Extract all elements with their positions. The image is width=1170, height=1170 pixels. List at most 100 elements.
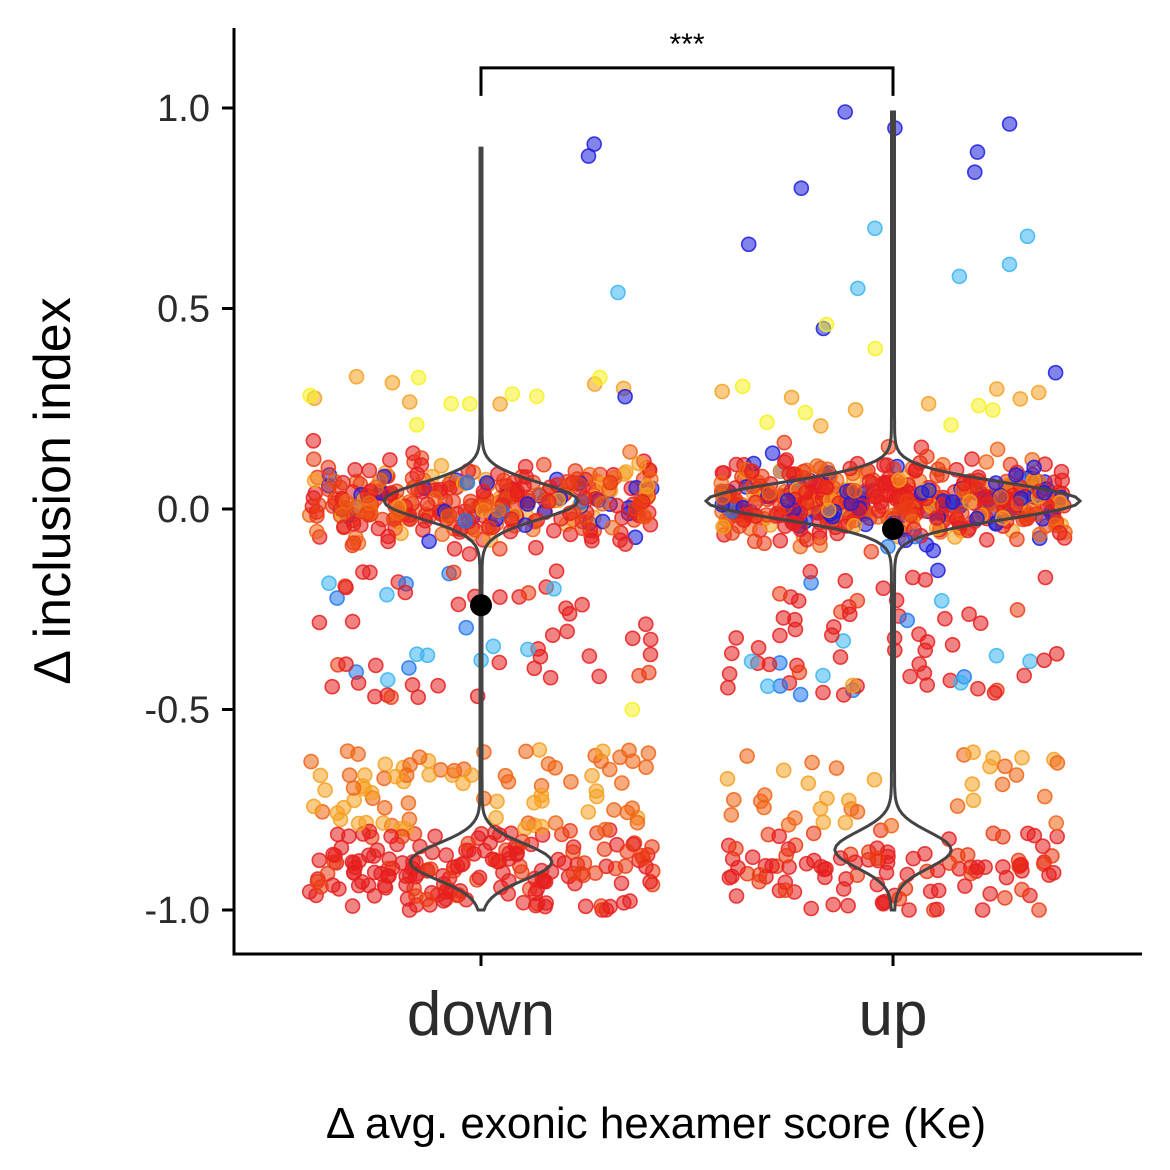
scatter-point-down [430,677,446,694]
scatter-point-down [604,519,620,536]
scatter-point-up [832,649,849,665]
scatter-point-down [306,472,323,489]
scatter-point-up [730,859,746,876]
scatter-point-down [471,869,488,886]
scatter-point-down [303,753,319,770]
scatter-point-up [1016,667,1032,684]
scatter-point-down [380,533,396,550]
scatter-point-down [473,825,490,842]
scatter-point-down [584,767,600,784]
scatter-point-down [375,815,392,831]
scatter-point-up [964,451,980,467]
scatter-point-down [519,496,536,512]
scatter-point-up [764,858,780,874]
scatter-point-up [1037,569,1054,586]
scatter-point-up [846,482,863,499]
scatter-point-up [792,686,809,703]
scatter-point-down [377,756,394,773]
scatter-point-down [637,616,654,633]
scatter-point-up [951,268,968,285]
scatter-point-down [545,522,562,539]
scatter-point-down [567,463,584,479]
scatter-point-down [348,368,365,385]
scatter-point-down [518,743,534,760]
scatter-point-up [731,518,748,534]
scatter-point-down [401,394,418,410]
scatter-point-down [588,788,605,805]
scatter-point-down [418,891,435,908]
scatter-point-up [1041,867,1057,883]
scatter-point-up [978,531,995,548]
scatter-point-down [462,493,479,510]
scatter-point-up [957,878,973,894]
scatter-point-down [617,858,634,874]
scatter-point-down [542,669,559,686]
scatter-point-down [350,675,367,691]
scatter-point-down [305,798,322,815]
scatter-point-down [445,564,462,581]
scatter-point-up [902,507,919,523]
scatter-point-down [413,457,430,473]
scatter-point-down [350,815,367,832]
scatter-point-down [503,511,520,528]
scatter-point-down [446,762,463,779]
violin-layer [382,110,1083,912]
scatter-point-down [533,818,550,835]
scatter-point-up [744,849,761,866]
scatter-point-down [504,386,521,402]
scatter-point-up [844,677,861,694]
scatter-point-up [969,859,986,876]
scatter-point-up [1031,902,1047,918]
scatter-point-up [739,748,755,764]
scatter-point-down [517,820,533,837]
scatter-point-down [642,646,659,663]
scatter-point-up [714,383,731,400]
scatter-point-up [1008,767,1025,783]
scatter-point-up [1007,497,1024,513]
scatter-point-down [335,519,352,536]
scatter-point-down [320,459,337,476]
scatter-point-up [989,441,1006,458]
scatter-point-down [434,526,451,543]
scatter-point-up [982,885,999,902]
scatter-point-down [366,887,383,904]
scatter-point-up [1049,645,1065,662]
scatter-point-down [373,865,389,882]
scatter-point-up [1047,364,1064,381]
scatter-point-up [949,798,966,814]
scatter-point-down [546,580,562,597]
scatter-point-down [433,457,450,474]
scatter-point-up [978,454,995,470]
significance-label: *** [669,28,704,61]
scatter-point-down [594,743,611,760]
scatter-point-down [606,802,622,818]
scatter-point-up [988,381,1005,397]
scatter-point-down [459,474,476,491]
significance-bracket: *** [479,28,895,96]
scatter-point-up [961,606,977,623]
scatter-point-down [642,631,659,648]
scatter-point-up [988,647,1005,664]
scatter-point-down [491,654,508,671]
scatter-point-up [875,580,892,597]
scatter-point-down [584,532,600,549]
scatter-point-up [1031,526,1048,543]
scatter-point-down [345,780,362,796]
scatter-point-down [324,678,341,695]
scatter-point-up [1035,838,1051,855]
scatter-point-down [317,782,333,798]
scatter-point-down [544,627,561,644]
scatter-point-down [361,823,378,840]
scatter-point-up [1037,788,1053,805]
y-tick-label: 1.0 [157,88,210,130]
scatter-point-up [815,814,832,831]
scatter-point-up [800,775,817,792]
scatter-point-down [594,495,611,512]
scatter-point-down [382,452,398,468]
scatter-point-down [495,472,512,489]
scatter-point-down [458,619,475,636]
scatter-point-down [587,865,604,881]
scatter-point-up [812,418,829,434]
scatter-point-up [840,897,856,914]
scatter-point-up [1012,857,1028,874]
